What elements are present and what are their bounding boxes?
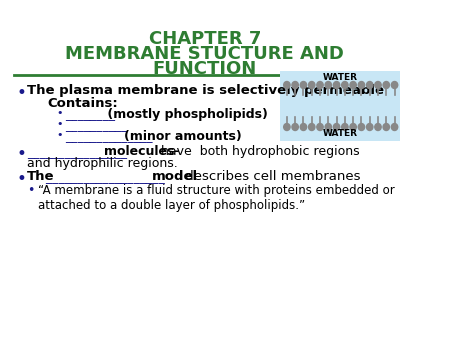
- Text: and hydrophilic regions.: and hydrophilic regions.: [27, 157, 178, 170]
- Circle shape: [317, 81, 323, 89]
- Text: FUNCTION: FUNCTION: [153, 60, 257, 78]
- Text: •: •: [56, 130, 63, 140]
- Circle shape: [342, 123, 348, 130]
- Circle shape: [309, 123, 315, 130]
- Text: (minor amounts): (minor amounts): [124, 130, 242, 143]
- Text: The plasma membrane is selectively permeable: The plasma membrane is selectively perme…: [27, 84, 384, 97]
- Circle shape: [284, 81, 290, 89]
- Circle shape: [366, 123, 373, 130]
- Circle shape: [383, 81, 389, 89]
- Text: WATER: WATER: [323, 73, 358, 82]
- Circle shape: [375, 81, 381, 89]
- Text: •: •: [56, 119, 63, 129]
- Circle shape: [366, 81, 373, 89]
- FancyBboxPatch shape: [280, 71, 400, 141]
- Text: MEMBRANE STUCTURE AND: MEMBRANE STUCTURE AND: [65, 45, 344, 63]
- Circle shape: [325, 81, 332, 89]
- Circle shape: [392, 123, 398, 130]
- Circle shape: [284, 123, 290, 130]
- Text: __________: __________: [66, 119, 128, 132]
- Text: CHAPTER 7: CHAPTER 7: [148, 30, 261, 48]
- Text: •: •: [27, 184, 35, 197]
- Text: •: •: [56, 108, 63, 118]
- Circle shape: [300, 123, 306, 130]
- Circle shape: [325, 123, 332, 130]
- Text: have  both hydrophobic regions: have both hydrophobic regions: [157, 145, 359, 158]
- Circle shape: [358, 123, 365, 130]
- Circle shape: [375, 123, 381, 130]
- Text: The: The: [27, 170, 55, 183]
- Circle shape: [300, 81, 306, 89]
- Text: •: •: [16, 145, 26, 163]
- Circle shape: [350, 123, 356, 130]
- Circle shape: [292, 123, 298, 130]
- Text: model: model: [152, 170, 198, 183]
- Circle shape: [383, 123, 389, 130]
- Text: describes cell membranes: describes cell membranes: [181, 170, 360, 183]
- Circle shape: [342, 81, 348, 89]
- Text: ________________: ________________: [27, 145, 131, 158]
- Text: Contains:: Contains:: [47, 97, 118, 110]
- Text: WATER: WATER: [323, 129, 358, 138]
- Text: “A membrane is a fluid structure with proteins embedded or
attached to a double : “A membrane is a fluid structure with pr…: [38, 184, 395, 212]
- Circle shape: [292, 81, 298, 89]
- Circle shape: [358, 81, 365, 89]
- Circle shape: [350, 81, 356, 89]
- Circle shape: [317, 123, 323, 130]
- Circle shape: [333, 81, 340, 89]
- Text: molecules-: molecules-: [104, 145, 179, 158]
- Text: ___________________: ___________________: [42, 170, 169, 183]
- Circle shape: [392, 81, 398, 89]
- Circle shape: [333, 123, 340, 130]
- Text: ______________: ______________: [66, 130, 153, 143]
- Circle shape: [309, 81, 315, 89]
- Text: (mostly phospholipids): (mostly phospholipids): [103, 108, 268, 121]
- Text: •: •: [16, 84, 26, 102]
- Text: ________: ________: [66, 108, 116, 121]
- Text: •: •: [16, 170, 26, 188]
